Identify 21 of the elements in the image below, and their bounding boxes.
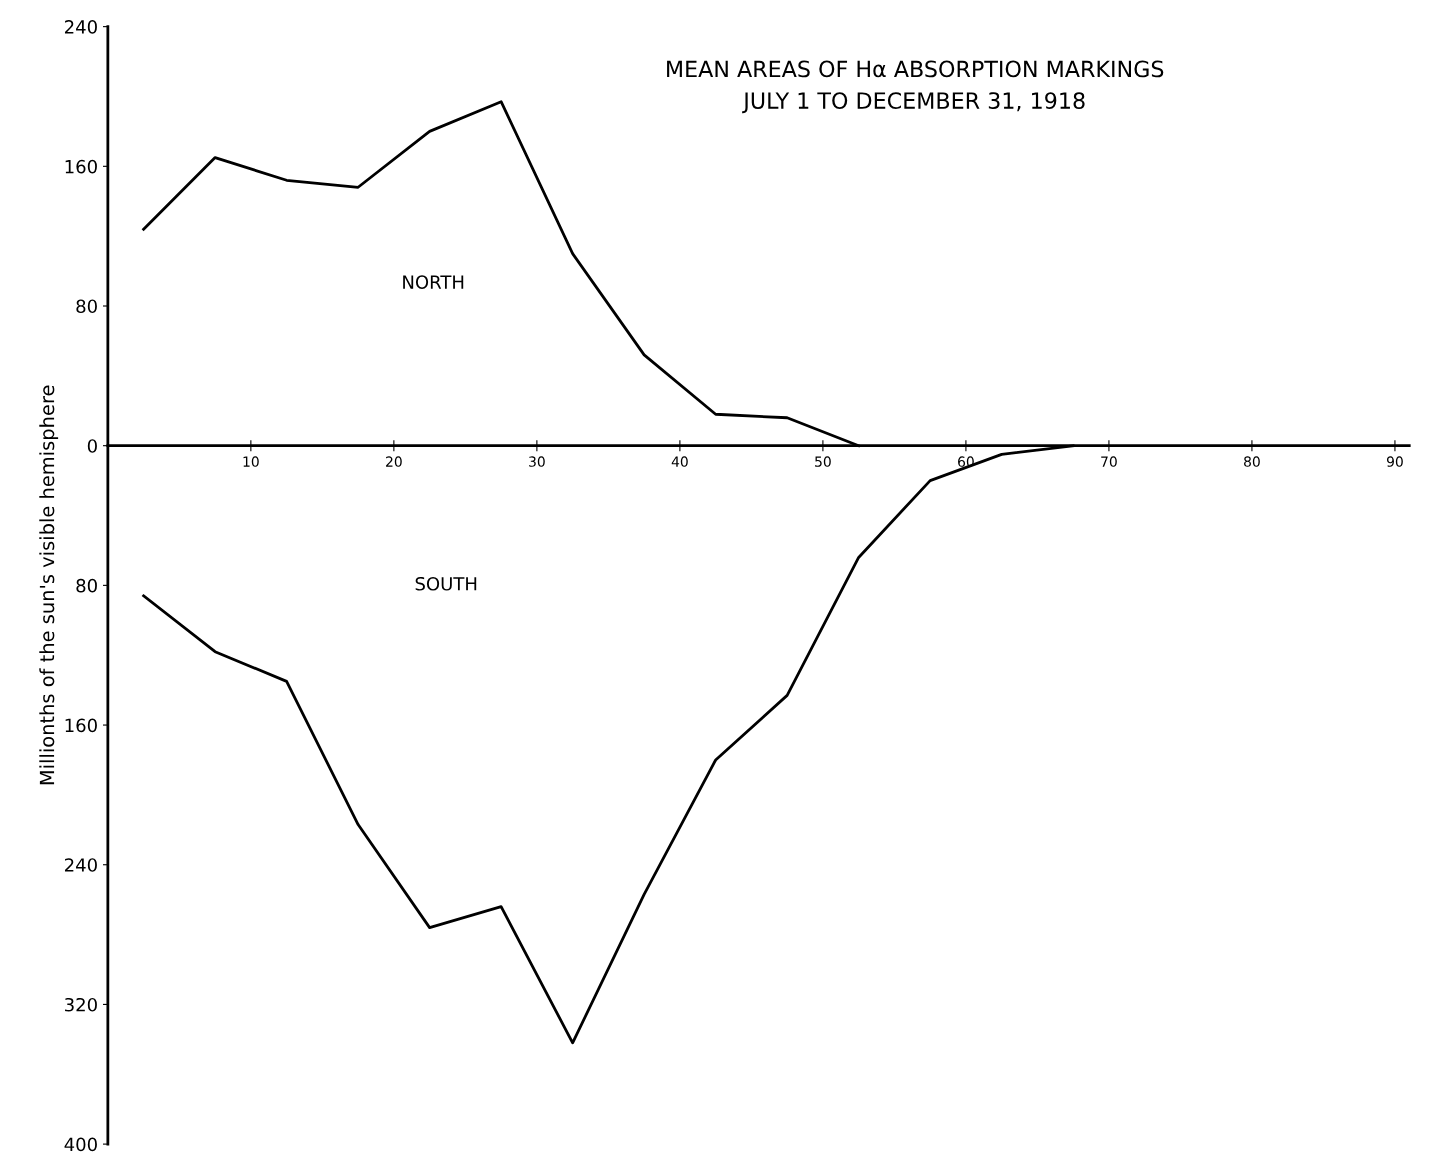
y-tick-label: 160: [65, 718, 97, 733]
y-tick-label: 320: [65, 997, 97, 1012]
y-tick-label: 80: [76, 299, 97, 314]
x-tick-label: 10: [243, 456, 259, 467]
text: MEAN AREAS OF Hα ABSORPTION MARKINGS JULY 1 TO DECEMBER 31, 1918: [667, 60, 1164, 114]
x-tick-label: 20: [386, 456, 402, 467]
annotation: NORTH: [403, 275, 464, 289]
x-tick-label: 30: [529, 456, 545, 467]
y-tick-label: 400: [64, 1137, 97, 1152]
annotation: SOUTH: [415, 576, 477, 591]
y-axis-title: Millionths of the sun's visible hemisphere: [39, 385, 59, 785]
x-tick-label: 70: [1101, 456, 1117, 467]
y-tick-label: 0: [87, 439, 97, 453]
y-tick-label: 160: [65, 159, 97, 174]
x-tick-label: 90: [1386, 456, 1403, 467]
x-tick-label: 50: [815, 456, 831, 467]
x-tick-label: 80: [1244, 456, 1260, 467]
y-tick-label: 240: [64, 858, 97, 872]
y-tick-label: 240: [64, 20, 97, 34]
x-tick-label: 40: [671, 456, 688, 467]
y-tick-label: 80: [76, 578, 97, 593]
